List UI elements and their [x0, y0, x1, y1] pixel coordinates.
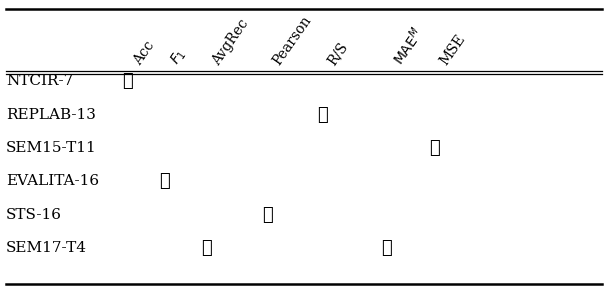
Text: ✓: ✓: [159, 172, 170, 190]
Text: ✓: ✓: [262, 206, 273, 224]
Text: ✓: ✓: [122, 72, 133, 90]
Text: SEM15-T11: SEM15-T11: [6, 141, 97, 155]
Text: MSE: MSE: [438, 32, 469, 68]
Text: ✓: ✓: [429, 139, 440, 157]
Text: ✓: ✓: [201, 239, 212, 257]
Text: Pearson: Pearson: [271, 14, 314, 68]
Text: REPLAB-13: REPLAB-13: [6, 108, 96, 122]
Text: R/S: R/S: [325, 40, 351, 68]
Text: ✓: ✓: [317, 106, 328, 124]
Text: EVALITA-16: EVALITA-16: [6, 174, 99, 188]
Text: $F_1$: $F_1$: [167, 46, 189, 68]
Text: SEM17-T4: SEM17-T4: [6, 241, 87, 255]
Text: $\mathrm{MAE}^{M}$: $\mathrm{MAE}^{M}$: [389, 24, 427, 68]
Text: STS-16: STS-16: [6, 208, 62, 222]
Text: AvgRec: AvgRec: [210, 17, 252, 68]
Text: Acc: Acc: [131, 39, 157, 68]
Text: ✓: ✓: [381, 239, 392, 257]
Text: NTCIR-7: NTCIR-7: [6, 74, 74, 88]
